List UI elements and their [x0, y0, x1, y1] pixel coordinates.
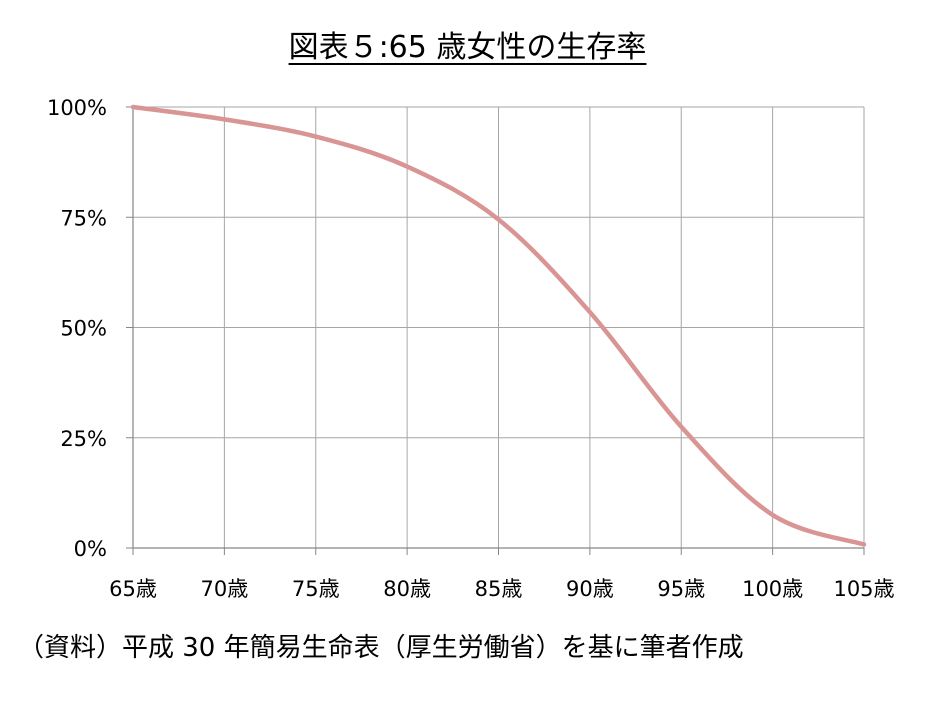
x-tick-label: 70歳	[201, 577, 249, 601]
x-tick-label: 105歳	[833, 577, 894, 601]
x-tick-label: 75歳	[292, 577, 340, 601]
y-tick-label: 50%	[60, 317, 107, 341]
y-tick-label: 0%	[74, 537, 107, 561]
y-tick-labels: 0% 25% 50% 75% 100%	[47, 96, 107, 561]
source-note: （資料）平成 30 年簡易生命表（厚生労働省）を基に筆者作成	[18, 633, 744, 663]
x-tick-label: 80歳	[383, 577, 431, 601]
x-tick-label: 95歳	[657, 577, 705, 601]
y-tick-label: 75%	[60, 206, 107, 230]
x-tick-label: 90歳	[566, 577, 614, 601]
x-tick-labels: 65歳 70歳 75歳 80歳 85歳 90歳 95歳 100歳 105歳	[109, 577, 894, 601]
series-layer	[130, 104, 867, 547]
y-tick-label: 100%	[47, 96, 107, 120]
survival-rate-line	[130, 104, 867, 547]
x-tick-label: 85歳	[475, 577, 523, 601]
axes	[126, 106, 865, 555]
x-tick-label: 65歳	[109, 577, 157, 601]
chart-title: 図表５:65 歳女性の生存率	[288, 30, 647, 65]
y-tick-label: 25%	[60, 427, 107, 451]
x-tick-label: 100歳	[742, 577, 803, 601]
grid-lines	[132, 106, 865, 549]
